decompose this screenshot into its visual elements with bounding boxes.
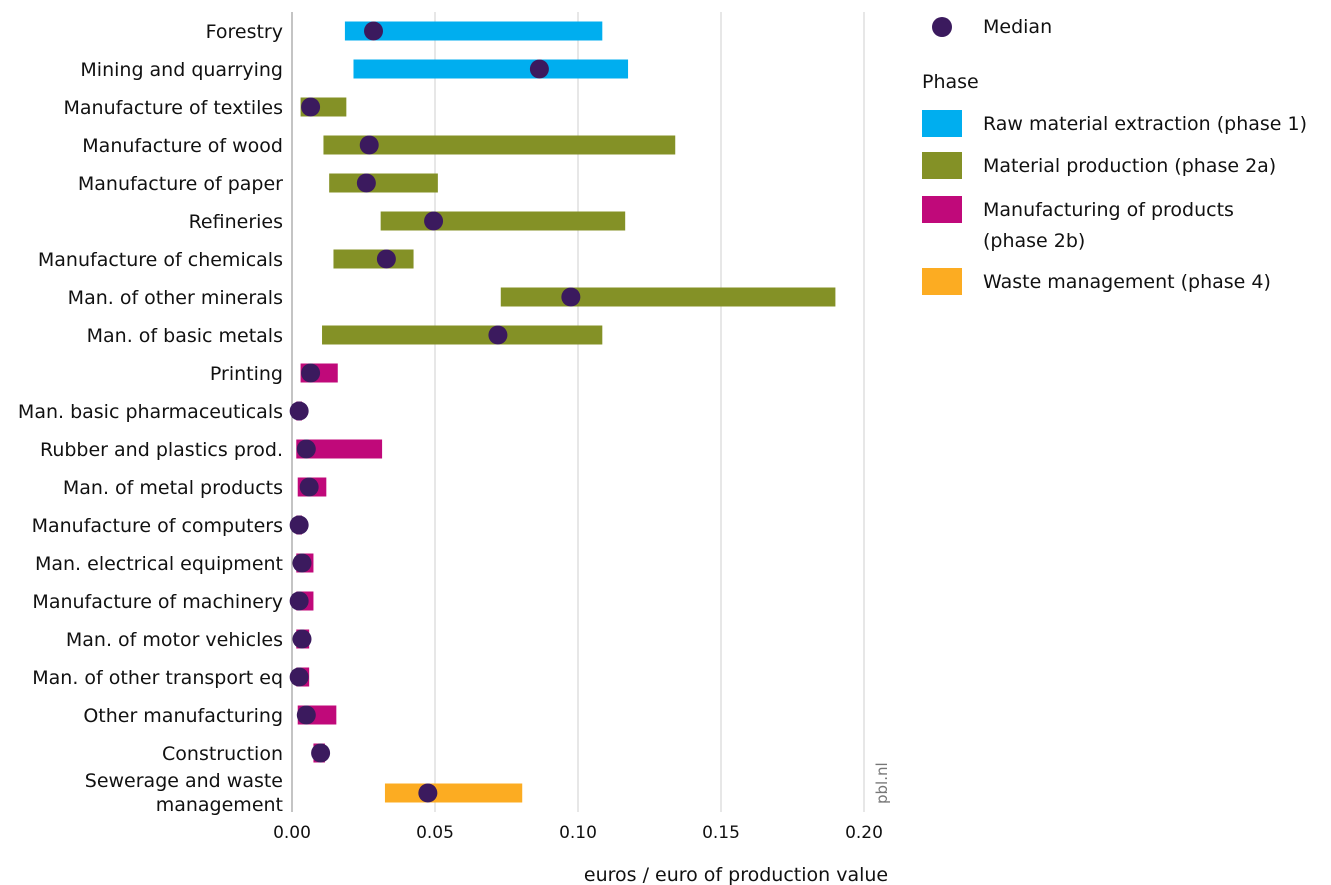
median-point bbox=[301, 363, 321, 383]
legend-swatch bbox=[922, 268, 962, 295]
median-point bbox=[289, 401, 309, 421]
range-bar bbox=[333, 249, 414, 269]
median-point bbox=[289, 591, 309, 611]
legend-phase-label: Waste management (phase 4) bbox=[983, 271, 1271, 293]
category-label: Refineries bbox=[189, 211, 283, 233]
category-labels: Forestry Mining and quarrying Manufacture … bbox=[18, 21, 283, 816]
x-tick-label: 0.05 bbox=[416, 823, 454, 843]
pbl-watermark: pbl.nl bbox=[873, 762, 891, 804]
legend-median-label: Median bbox=[983, 16, 1052, 38]
category-label: Sewerage and waste bbox=[85, 770, 283, 792]
legend-swatch bbox=[922, 152, 962, 179]
legend-phase-label: Material production (phase 2a) bbox=[983, 155, 1276, 177]
median-point bbox=[364, 21, 384, 41]
category-label: management bbox=[156, 794, 283, 816]
category-label: Man. of motor vehicles bbox=[66, 629, 283, 651]
median-point bbox=[289, 515, 309, 535]
legend-phase-label: Manufacturing of products bbox=[983, 199, 1234, 221]
category-label: Man. basic pharmaceuticals bbox=[18, 401, 283, 423]
gridlines bbox=[434, 12, 865, 812]
category-label: Manufacture of textiles bbox=[63, 97, 283, 119]
x-tick-label: 0.00 bbox=[273, 823, 311, 843]
median-point bbox=[296, 439, 316, 459]
median-point bbox=[292, 553, 312, 573]
median-point bbox=[311, 743, 331, 763]
legend-phase-title: Phase bbox=[922, 71, 979, 93]
range-bar bbox=[380, 211, 626, 231]
range-bar bbox=[500, 287, 836, 307]
median-point bbox=[561, 287, 581, 307]
median-point bbox=[296, 705, 316, 725]
median-point bbox=[376, 249, 396, 269]
range-bar bbox=[353, 59, 629, 79]
median-point bbox=[529, 59, 549, 79]
category-label: Manufacture of wood bbox=[82, 135, 283, 157]
category-label: Man. of other transport eq bbox=[32, 667, 283, 689]
range-bar bbox=[322, 325, 603, 345]
x-tick-label: 0.15 bbox=[702, 823, 740, 843]
legend-median-marker bbox=[932, 17, 952, 37]
median-point bbox=[289, 667, 309, 687]
category-label: Construction bbox=[162, 743, 283, 765]
median-point bbox=[356, 173, 376, 193]
category-label: Forestry bbox=[206, 21, 283, 43]
median-point bbox=[424, 211, 444, 231]
median-point bbox=[299, 477, 319, 497]
category-label: Manufacture of paper bbox=[78, 173, 283, 195]
category-label: Man. electrical equipment bbox=[35, 553, 283, 575]
median-point bbox=[359, 135, 379, 155]
range-bar bbox=[344, 21, 603, 41]
range-bar bbox=[323, 135, 676, 155]
median-point bbox=[301, 97, 321, 117]
x-tick-labels: 0.00 0.05 0.10 0.15 0.20 bbox=[273, 823, 883, 843]
category-label: Man. of basic metals bbox=[87, 325, 283, 347]
median-point bbox=[488, 325, 508, 345]
category-label: Man. of metal products bbox=[63, 477, 283, 499]
legend-phase-label: (phase 2b) bbox=[983, 230, 1085, 252]
legend-swatch bbox=[922, 196, 962, 223]
category-label: Printing bbox=[210, 363, 283, 385]
category-label: Mining and quarrying bbox=[80, 59, 283, 81]
category-label: Other manufacturing bbox=[83, 705, 283, 727]
median-point bbox=[418, 783, 438, 803]
category-label: Manufacture of machinery bbox=[32, 591, 283, 613]
range-bar bbox=[384, 783, 523, 803]
range-bar bbox=[296, 439, 383, 459]
median-markers bbox=[289, 21, 581, 803]
range-bar bbox=[329, 173, 438, 193]
category-label: Man. of other minerals bbox=[68, 287, 283, 309]
legend-swatch bbox=[922, 110, 962, 137]
x-axis-title: euros / euro of production value bbox=[584, 864, 888, 885]
category-label: Rubber and plastics prod. bbox=[40, 439, 283, 461]
legend-phase-label: Raw material extraction (phase 1) bbox=[983, 113, 1307, 135]
median-point bbox=[292, 629, 312, 649]
x-tick-label: 0.10 bbox=[559, 823, 597, 843]
category-label: Manufacture of computers bbox=[32, 515, 283, 537]
range-bars bbox=[296, 21, 836, 803]
x-tick-label: 0.20 bbox=[845, 823, 883, 843]
category-label: Manufacture of chemicals bbox=[38, 249, 283, 271]
